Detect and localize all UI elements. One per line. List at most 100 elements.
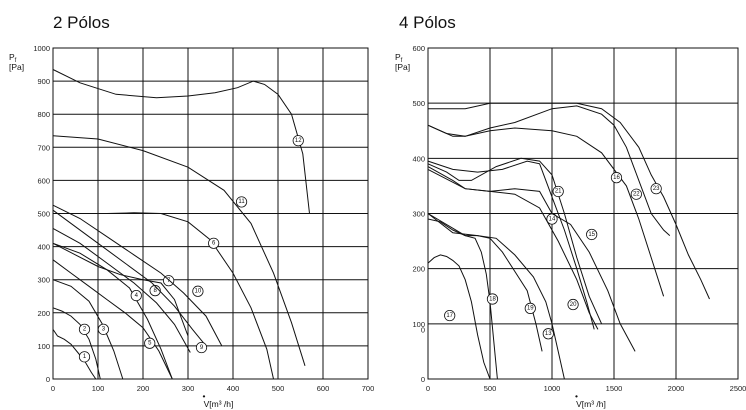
x-tick-label: 300	[182, 384, 195, 393]
y-tick-label: 700	[37, 143, 50, 152]
curve-label-6: 6	[208, 237, 220, 249]
y-tick-label: 600	[412, 44, 425, 53]
curve-label-circle	[78, 323, 91, 335]
x-tick-label: 100	[92, 384, 105, 393]
curve-label-circle	[486, 293, 499, 305]
y-axis-unit: [Pa]	[9, 62, 24, 72]
x-tick-label: 2000	[668, 384, 685, 393]
y-axis-label: Pf	[9, 52, 17, 64]
curve-label-15: 15	[586, 228, 598, 241]
curve-label-16: 16	[610, 172, 623, 184]
curve-label-text: 18	[489, 296, 496, 302]
curve-label-circle	[292, 135, 304, 147]
y-axis-label-subscript: f	[401, 58, 403, 64]
curve-label-23: 23	[650, 183, 662, 195]
y-tick-label: 200	[37, 309, 50, 318]
y-tick-label: 0	[46, 375, 50, 384]
curve-label-text: 14	[549, 216, 556, 222]
curve-4	[52, 242, 173, 380]
curve-label-4: 4	[130, 289, 142, 302]
curve-label-text: 15	[588, 232, 595, 238]
curve-1	[52, 329, 97, 380]
curve-label-1: 1	[78, 351, 91, 363]
curve-label-19: 19	[524, 302, 536, 314]
x-tick-label: 400	[227, 384, 240, 393]
curve-label-text: 21	[555, 189, 562, 195]
y-tick-label: 300	[37, 276, 50, 285]
y-tick-label: 500	[37, 210, 50, 219]
curve-label-text: 23	[653, 186, 660, 192]
y-tick-label: 100	[37, 342, 50, 351]
curve-label-text: 12	[295, 138, 302, 144]
curve-label-text: 11	[238, 199, 245, 205]
y-tick-label: 500	[412, 99, 425, 108]
curve-label-10: 10	[192, 285, 204, 297]
curve-label-text: 22	[633, 191, 640, 197]
curve-label-text: 13	[545, 331, 552, 337]
curve-label-13: 13	[542, 328, 554, 340]
curve-17	[427, 254, 491, 380]
curve-label-18: 18	[486, 293, 499, 305]
curve-label-text: 4	[135, 293, 139, 299]
curve-label-circle	[524, 302, 536, 314]
curve-label-9: 9	[195, 341, 208, 354]
x-axis-label: V[m³ /h]	[204, 399, 234, 409]
x-tick-label: 1000	[544, 384, 561, 393]
curve-label-11: 11	[235, 196, 248, 208]
curve-label-circle	[144, 337, 156, 349]
curve-label-circle	[610, 172, 623, 184]
curve-label-3: 3	[97, 323, 110, 335]
curve-label-circle	[130, 289, 142, 302]
x-tick-label: 0	[426, 384, 430, 393]
curve-20	[427, 160, 595, 330]
curve-label-text: 8	[153, 288, 157, 294]
x-tick-label: 600	[317, 384, 330, 393]
curve-11	[52, 135, 306, 366]
y-tick-label: 800	[37, 110, 50, 119]
y-tick-label: 100	[412, 320, 425, 329]
curve-label-text: 10	[195, 289, 202, 295]
x-tick-label: 200	[137, 384, 150, 393]
curve-label-17: 17	[444, 309, 456, 322]
curve-label-circle	[630, 188, 642, 200]
curve-label-text: 16	[613, 175, 620, 181]
x-tick-label: 500	[484, 384, 497, 393]
curve-label-text: 2	[83, 327, 87, 333]
curve-9	[52, 209, 207, 347]
y-axis-label: Pf	[395, 52, 403, 64]
x-axis-label: V[m³ /h]	[576, 399, 606, 409]
curve-label-circle	[552, 185, 564, 198]
curve-15	[427, 166, 636, 352]
curve-label-22: 22	[630, 188, 642, 200]
curve-12	[52, 69, 310, 214]
x-axis-label-accent: •	[203, 391, 206, 401]
curve-label-21: 21	[552, 185, 564, 198]
curve-label-12: 12	[292, 135, 304, 147]
curve-label-circle	[444, 309, 456, 322]
y-axis-label-subscript: f	[15, 58, 17, 64]
curve-label-2: 2	[78, 323, 91, 335]
curve-label-circle	[192, 285, 204, 297]
y-tick-label: 600	[37, 176, 50, 185]
curve-label-text: 1	[83, 354, 87, 360]
curve-19	[427, 213, 543, 352]
curve-label-text: 19	[527, 306, 534, 312]
curve-label-text: 9	[200, 345, 204, 351]
y-tick-label: 900	[37, 77, 50, 86]
curve-18	[427, 218, 498, 380]
curve-2	[52, 307, 101, 380]
curve-label-text: 20	[570, 302, 577, 308]
chart-title: 4 Pólos	[399, 13, 456, 32]
curve-label-text: 17	[446, 313, 453, 319]
curve-22	[427, 105, 671, 236]
curve-13	[427, 213, 565, 380]
x-tick-label: 1500	[606, 384, 623, 393]
curve-6	[53, 212, 274, 380]
y-tick-label: 400	[412, 154, 425, 163]
x-tick-label: 500	[272, 384, 285, 393]
curve-label-20: 20	[567, 298, 579, 311]
curve-label-circle	[567, 298, 579, 311]
curve-10	[52, 204, 223, 347]
curve-5	[52, 259, 173, 380]
curve-7	[52, 242, 189, 337]
